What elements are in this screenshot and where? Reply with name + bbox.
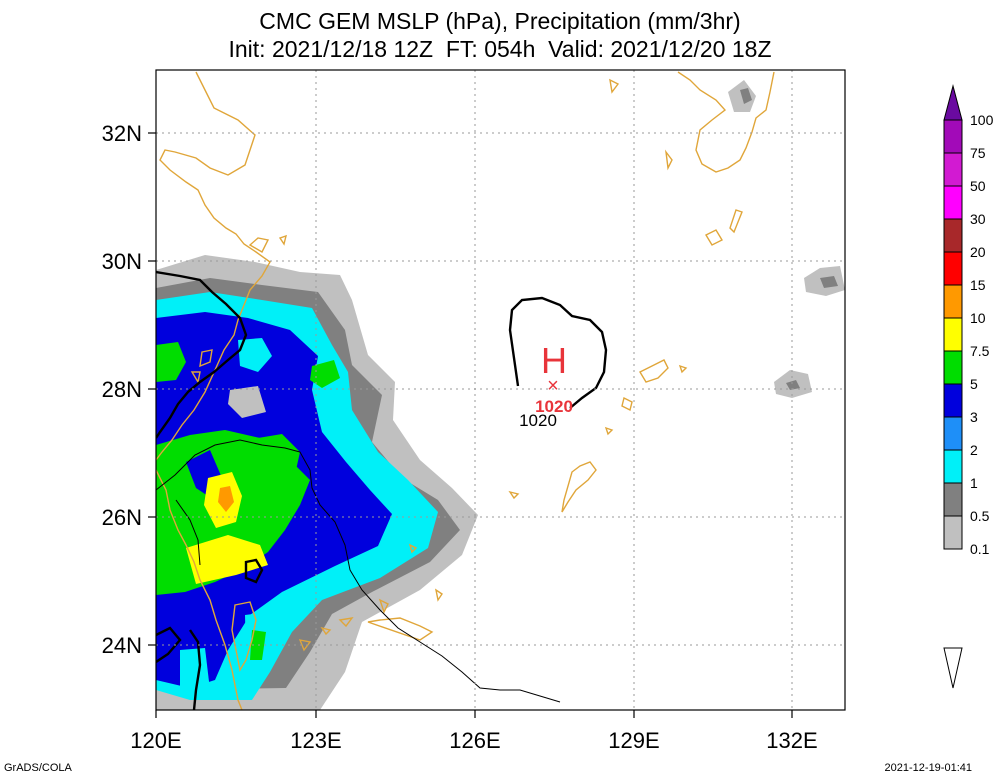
map-subtitle: Init: 2021/12/18 12Z FT: 054h Valid: 202… — [228, 36, 772, 62]
colorbar-label: 15 — [970, 277, 986, 293]
y-tick-label: 28N — [102, 377, 142, 402]
high-pressure-center-marker: × — [547, 375, 559, 397]
colorbar-label: 0.1 — [970, 541, 990, 557]
colorbar-label: 100 — [970, 112, 994, 128]
isobar-1020 — [508, 296, 608, 409]
colorbar-swatch — [943, 185, 963, 220]
y-axis-labels: 32N 30N 28N 26N 24N — [102, 121, 142, 658]
colorbar-swatch — [943, 317, 963, 352]
y-tick-label: 30N — [102, 249, 142, 274]
colorbar-swatch — [943, 515, 963, 550]
left-isobar-segments — [156, 270, 264, 710]
x-tick-label: 123E — [290, 728, 341, 753]
colorbar-label: 7.5 — [970, 343, 990, 359]
colorbar-swatch — [943, 449, 963, 484]
footer-timestamp: 2021-12-19-01:41 — [884, 762, 972, 774]
colorbar-swatch — [943, 152, 963, 187]
x-axis-labels: 120E 123E 126E 129E 132E — [130, 728, 817, 753]
colorbar-label: 0.5 — [970, 508, 990, 524]
colorbar-swatch — [943, 350, 963, 385]
colorbar-label: 5 — [970, 376, 978, 392]
precipitation-colorbar: 100 75 50 30 20 15 10 7.5 5 3 2 1 0.5 0.1 — [943, 84, 994, 689]
isobar-label: 1020 — [519, 411, 557, 430]
colorbar-label: 50 — [970, 178, 986, 194]
colorbar-label: 20 — [970, 244, 986, 260]
colorbar-swatch — [943, 482, 963, 517]
colorbar-label: 3 — [970, 409, 978, 425]
colorbar-top-triangle — [943, 84, 963, 121]
colorbar-swatch — [943, 119, 963, 154]
map-frame-border — [155, 69, 846, 711]
grid-lines — [156, 70, 845, 710]
colorbar-label: 2 — [970, 442, 978, 458]
map-title: CMC GEM MSLP (hPa), Precipitation (mm/3h… — [259, 8, 741, 34]
colorbar-swatch — [943, 218, 963, 253]
colorbar-label: 1 — [970, 475, 978, 491]
colorbar-swatch — [943, 284, 963, 319]
colorbar-swatch — [943, 416, 963, 451]
x-tick-label: 120E — [130, 728, 181, 753]
colorbar-label: 75 — [970, 145, 986, 161]
high-pressure-value: 1020 — [535, 397, 573, 416]
high-pressure-symbol: H — [541, 340, 567, 381]
footer-software-label: GrADS/COLA — [4, 762, 72, 774]
colorbar-label: 30 — [970, 211, 986, 227]
tick-marks — [148, 132, 793, 718]
y-tick-label: 26N — [102, 505, 142, 530]
y-tick-label: 32N — [102, 121, 142, 146]
colorbar-bottom-triangle — [943, 647, 963, 689]
colorbar-label: 10 — [970, 310, 986, 326]
colorbar-swatch — [943, 383, 963, 418]
x-tick-label: 132E — [766, 728, 817, 753]
boundary-lines — [156, 439, 561, 703]
colorbar-swatch — [943, 251, 963, 286]
x-tick-label: 126E — [449, 728, 500, 753]
y-tick-label: 24N — [102, 633, 142, 658]
x-tick-label: 129E — [608, 728, 659, 753]
precipitation-field — [156, 80, 845, 710]
